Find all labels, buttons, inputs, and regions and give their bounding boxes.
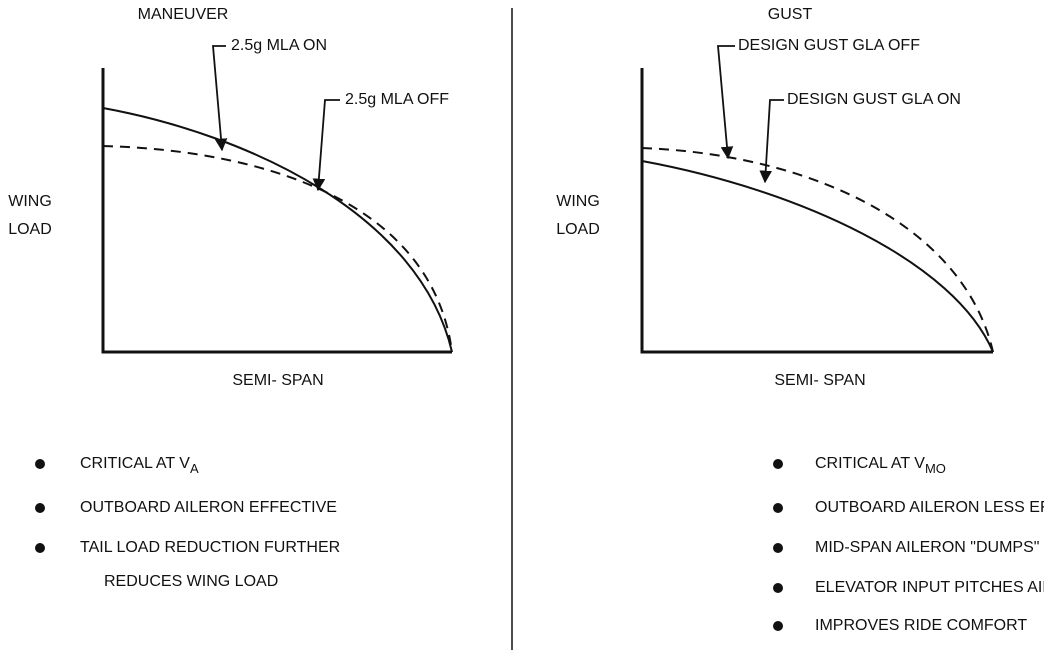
bullet-dot <box>773 459 783 469</box>
maneuver-panel: MANEUVER 2.5g MLA ON 2.5g MLA OFF WING L… <box>8 6 453 389</box>
curve-label: DESIGN GUST GLA OFF <box>738 37 920 54</box>
gust-panel: GUST DESIGN GUST GLA OFF DESIGN GUST GLA… <box>556 6 994 389</box>
x-label: SEMI- SPAN <box>774 372 865 389</box>
bullet-text: ELEVATOR INPUT PITCHES AIRPLANE <box>815 579 1044 596</box>
axes <box>640 68 993 354</box>
bullet-text: CRITICAL AT VMO <box>815 455 946 476</box>
bullet-text: IMPROVES RIDE COMFORT <box>815 617 1027 634</box>
leader <box>759 99 784 184</box>
bullet-dot <box>35 543 45 553</box>
panel-title: MANEUVER <box>138 6 229 23</box>
y-label: WING <box>8 193 52 210</box>
bullet-subscript: MO <box>925 461 946 476</box>
y-label: LOAD <box>556 221 600 238</box>
bullet-dot <box>35 459 45 469</box>
bullet-text: REDUCES WING LOAD <box>104 573 278 590</box>
curve-solid <box>102 107 453 353</box>
bullet-text: OUTBOARD AILERON EFFECTIVE <box>80 499 337 516</box>
curve-label: 2.5g MLA OFF <box>345 91 449 108</box>
bullet-text: TAIL LOAD REDUCTION FURTHER <box>80 539 340 556</box>
bullet-dot <box>35 503 45 513</box>
curve-solid <box>641 160 994 353</box>
bullet-subscript: A <box>190 461 199 476</box>
bullet-text: CRITICAL AT VA <box>80 455 199 476</box>
x-label: SEMI- SPAN <box>232 372 323 389</box>
bullet-text: OUTBOARD AILERON LESS EFFECTIVE <box>815 499 1044 516</box>
bullet-text-main: CRITICAL AT V <box>815 455 925 472</box>
bullet-dot <box>773 503 783 513</box>
leader <box>212 45 228 152</box>
curve-dashed <box>102 145 453 353</box>
bullet-dot <box>773 621 783 631</box>
panel-title: GUST <box>768 6 813 23</box>
curve-label: 2.5g MLA ON <box>231 37 327 54</box>
bullet-dot <box>773 583 783 593</box>
curve-label: DESIGN GUST GLA ON <box>787 91 961 108</box>
leader <box>717 45 735 160</box>
leader <box>312 99 340 192</box>
axes <box>101 68 452 354</box>
y-label: WING <box>556 193 600 210</box>
curve-dashed <box>641 147 994 353</box>
bullet-text-main: CRITICAL AT V <box>80 455 190 472</box>
bullet-text: MID-SPAN AILERON "DUMPS" LIFT <box>815 539 1044 556</box>
bullet-dot <box>773 543 783 553</box>
y-label: LOAD <box>8 221 52 238</box>
